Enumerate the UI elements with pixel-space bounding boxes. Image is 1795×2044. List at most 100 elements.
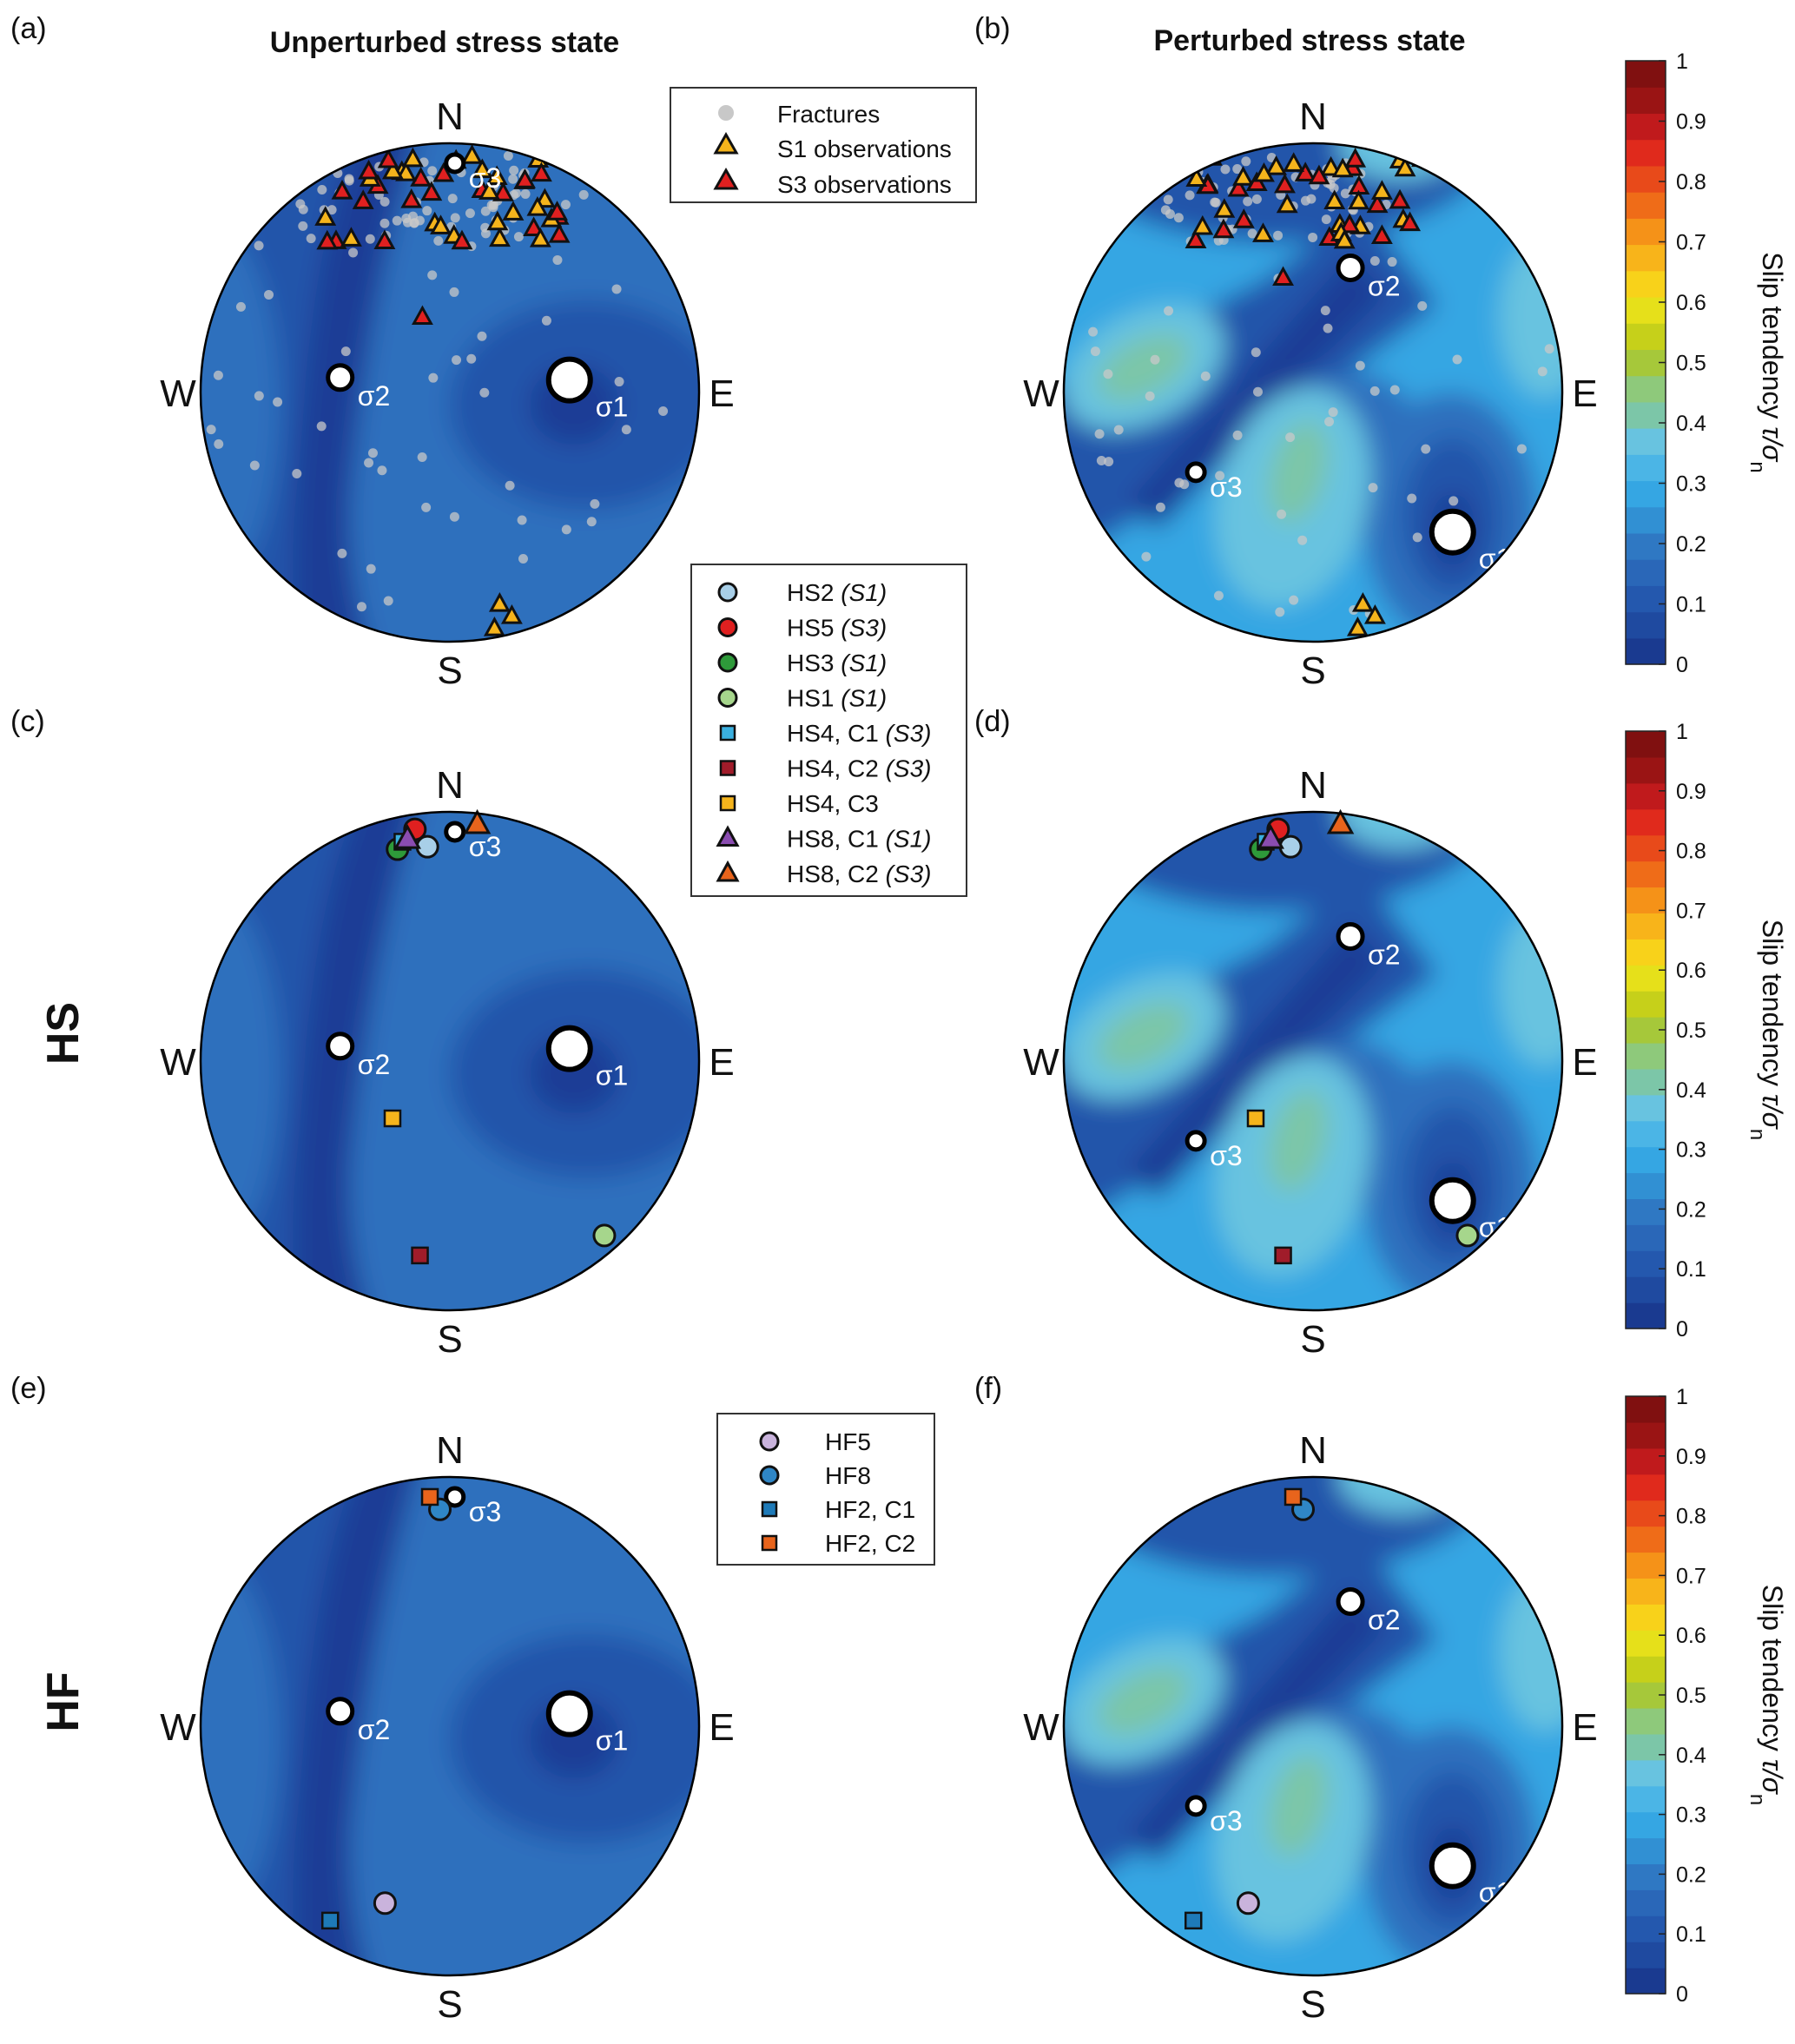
colorbar-tick-label: 0.1 — [1676, 1257, 1706, 1282]
compass-south: S — [437, 1318, 462, 1361]
colorbar-1: 0 0.1 0.2 0.3 0.4 0.5 0.6 0.7 0.8 0.9 1 Slip tenden… — [1625, 49, 1788, 677]
colorbar-swatch — [1626, 218, 1666, 246]
colorbar-tick-label: 0.6 — [1676, 291, 1706, 315]
fracture-dot — [1185, 190, 1195, 201]
sigma2-label: σ2 — [358, 1049, 391, 1080]
marker-hs1 — [592, 1223, 617, 1248]
s3-observation — [400, 188, 423, 208]
colorbar-tick-label: 0.2 — [1676, 1197, 1706, 1222]
legend-hs-symbol — [719, 760, 736, 776]
fracture-dot — [1145, 391, 1155, 401]
fracture-dot — [340, 346, 351, 357]
fracture-dot — [1368, 483, 1378, 493]
s3-observation — [530, 162, 552, 182]
fracture-dot — [1141, 551, 1152, 562]
colorbar-swatch — [1626, 1172, 1666, 1200]
legend-observations: Fractures S1 observations S3 observation… — [670, 87, 977, 203]
colorbar-tick-label: 0.2 — [1676, 1863, 1706, 1887]
fracture-dot — [505, 480, 515, 491]
legend-s1-triangle — [713, 131, 739, 155]
colorbar-swatch — [1626, 532, 1666, 560]
fracture-dot — [1417, 300, 1428, 311]
legend-hs: HS2 (S1) HS5 (S3) HS3 (S1) HS1 (S1) HS4, C1 … — [690, 564, 967, 897]
fracture-dot — [1544, 344, 1554, 354]
fracture-dot — [503, 151, 513, 162]
s3-observation — [1389, 188, 1411, 209]
compass-south: S — [1300, 649, 1325, 692]
fracture-dot — [614, 377, 624, 387]
fracture-dot — [488, 200, 498, 210]
legend-hs-label: HS8, C2 (S3) — [787, 860, 932, 887]
legend-hs-symbol — [716, 825, 740, 847]
marker-hs8-c1 — [393, 824, 421, 849]
sigma3-marker — [1185, 461, 1207, 484]
sigma2-marker — [1336, 254, 1365, 282]
stereonet-panels: σ1σ2σ3NSEWσ1σ2σ3NSEWσ1σ2σ3NSEWσ1σ2σ3NSEW… — [160, 96, 1597, 2026]
fracture-dot — [1163, 195, 1173, 205]
colorbar-swatch — [1626, 244, 1666, 272]
fracture-dot — [206, 425, 216, 435]
s1-observation — [489, 227, 511, 247]
stereonet-outline — [1062, 1475, 1564, 1977]
sigma3-marker — [444, 821, 466, 843]
colorbar-tick-label: 0.4 — [1676, 1078, 1706, 1103]
compass-north: N — [1299, 1429, 1327, 1472]
s3-observation — [1272, 266, 1294, 287]
fracture-dot — [1232, 430, 1243, 440]
fracture-dot — [658, 406, 669, 417]
colorbar-swatch — [1626, 1224, 1666, 1251]
compass-east: E — [709, 373, 734, 415]
fracture-dot — [409, 218, 419, 228]
colorbar-tick-label: 0 — [1676, 653, 1688, 677]
s1-observation — [430, 214, 452, 234]
colorbars: 0 0.1 0.2 0.3 0.4 0.5 0.6 0.7 0.8 0.9 1 Slip tenden… — [1625, 49, 1788, 2007]
colorbar-tick-label: 0.9 — [1676, 1445, 1706, 1469]
colorbar-swatch — [1626, 559, 1666, 586]
sigma1-label: σ1 — [596, 392, 629, 423]
panel-tag-f: (f) — [974, 1372, 1002, 1405]
colorbar-swatch — [1626, 1500, 1666, 1527]
colorbar-swatch — [1626, 1146, 1666, 1174]
colorbar-swatch — [1626, 1811, 1666, 1839]
colorbar-swatch — [1626, 454, 1666, 482]
fracture-dot — [1200, 371, 1211, 381]
colorbar-swatch — [1626, 1863, 1666, 1890]
colorbar-tick-label: 0.5 — [1676, 352, 1706, 376]
sigma1-marker — [545, 356, 593, 404]
fracture-dot — [477, 331, 487, 341]
s3-observation — [1185, 228, 1207, 249]
s1-observation — [461, 144, 484, 164]
fracture-dot — [1369, 386, 1380, 396]
compass-west: W — [1023, 1041, 1059, 1084]
fracture-dot — [365, 234, 375, 244]
legend-hs-label: HS1 (S1) — [787, 685, 887, 712]
fracture-dot — [1243, 196, 1253, 207]
marker-hf5 — [373, 1891, 397, 1915]
stereonet-panel-e: σ1 σ2 σ3N S E W — [160, 1429, 734, 2026]
legend-hf-symbol — [759, 1465, 780, 1486]
colorbar-tick-label: 1 — [1676, 720, 1688, 744]
fracture-dot — [366, 564, 376, 574]
colorbar-swatch — [1626, 1942, 1666, 1968]
fracture-dot — [422, 206, 432, 216]
colorbar-swatch — [1626, 1120, 1666, 1148]
fracture-dot — [1324, 417, 1335, 427]
stereonet-panel-b: σ1 σ2 σ3 N S E W — [1023, 96, 1597, 692]
sigma2-marker — [326, 1032, 355, 1061]
colorbar-swatch — [1626, 1068, 1666, 1096]
marker-hs8-c2 — [1326, 808, 1355, 834]
sigma3-marker — [1185, 1795, 1207, 1817]
fracture-dot — [1285, 432, 1296, 443]
panel-tag-c: (c) — [10, 705, 45, 738]
colorbar-swatch — [1626, 913, 1666, 940]
colorbar-swatch — [1626, 192, 1666, 219]
fracture-dot — [1213, 590, 1224, 601]
marker-hs4-c2 — [1274, 1246, 1292, 1265]
fracture-dot — [298, 204, 308, 214]
fracture-dot — [331, 154, 341, 164]
compass-south: S — [1300, 1318, 1325, 1361]
colorbar-swatch — [1626, 113, 1666, 141]
fracture-dot — [1537, 366, 1548, 377]
fracture-dot — [1252, 386, 1263, 397]
sigma1-label: σ1 — [1479, 544, 1512, 575]
